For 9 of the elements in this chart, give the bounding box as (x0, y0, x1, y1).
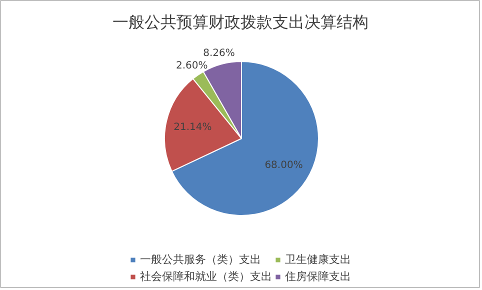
data-label: 21.14% (174, 122, 212, 133)
data-label: 2.60% (176, 60, 208, 72)
legend-label: 卫生健康支出 (285, 252, 351, 267)
legend-label: 社会保障和就业（类）支出 (140, 269, 272, 284)
chart-title: 一般公共预算财政拨款支出决算结构 (112, 12, 368, 32)
data-label: 8.26% (203, 48, 235, 60)
data-label: 68.00% (264, 160, 303, 171)
legend-label: 一般公共服务（类）支出 (140, 252, 261, 267)
legend-label: 住房保障支出 (285, 269, 351, 284)
